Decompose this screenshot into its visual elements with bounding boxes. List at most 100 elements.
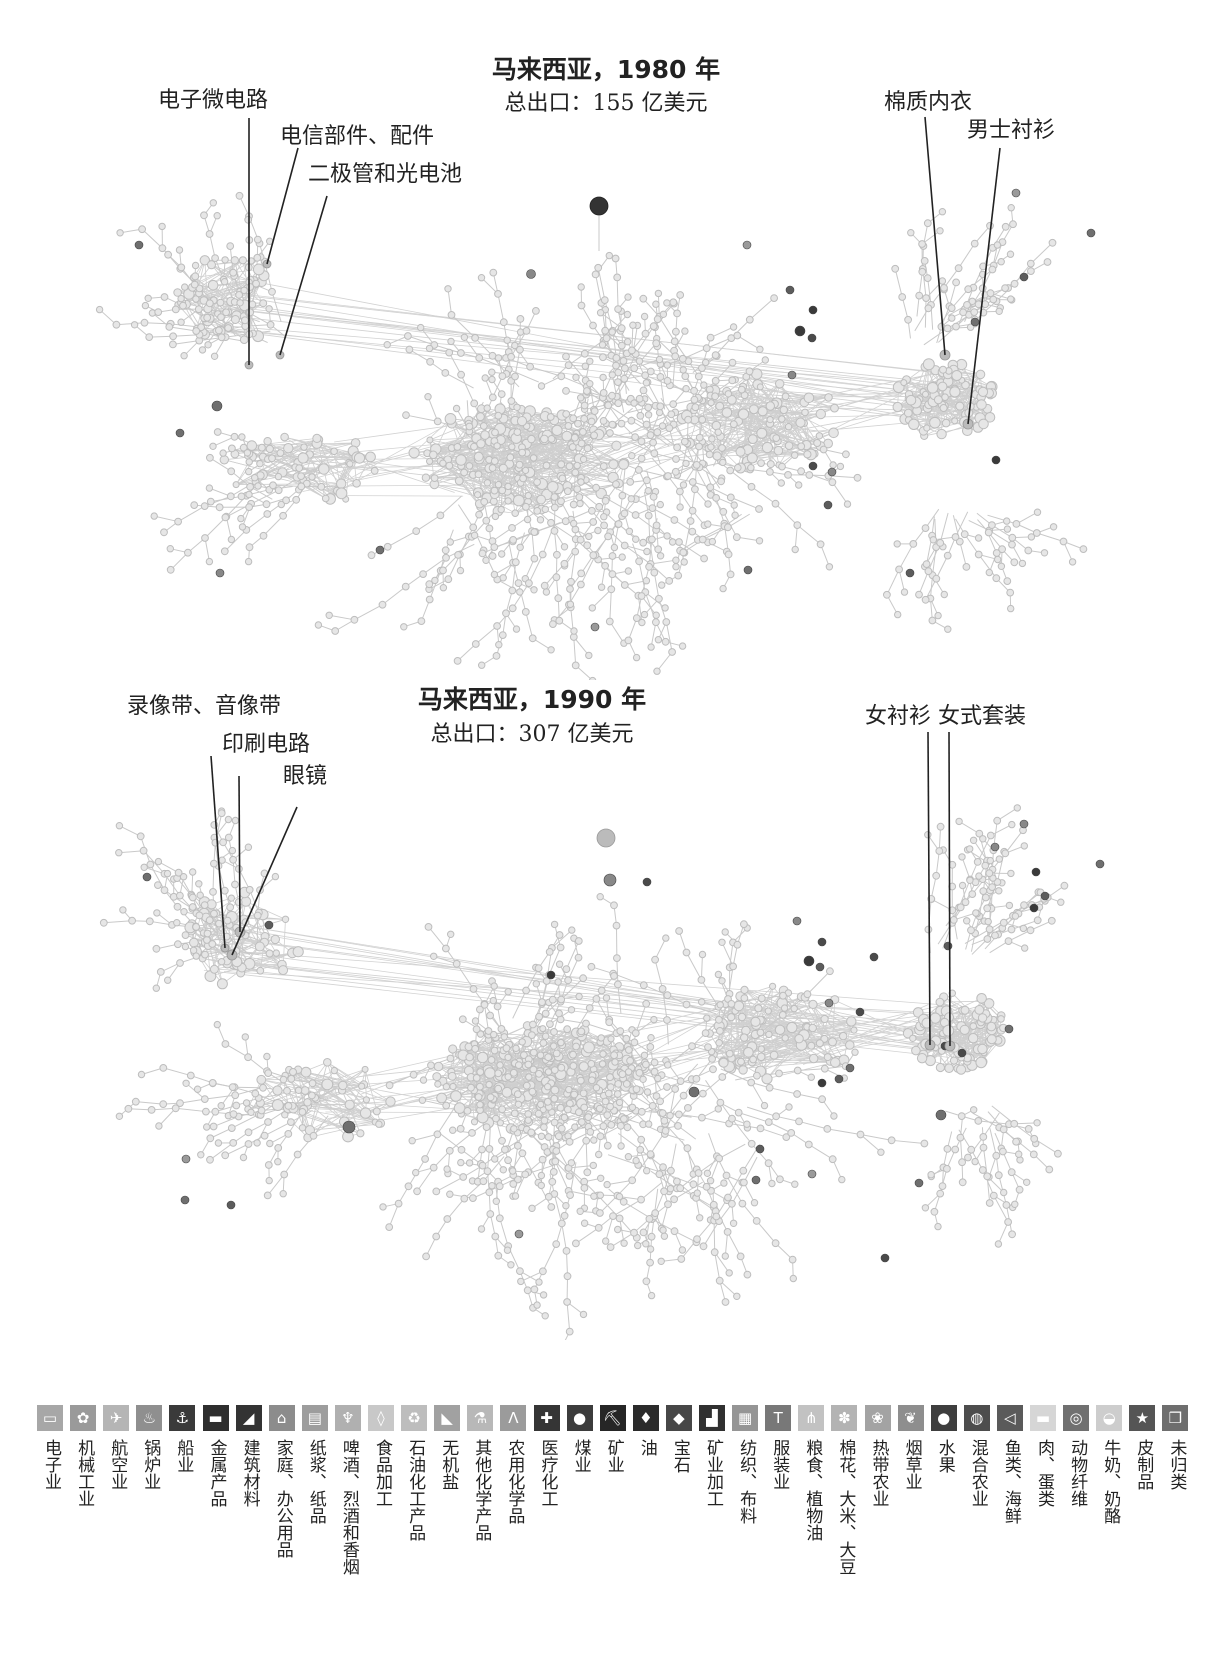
product-node xyxy=(991,931,999,940)
product-node xyxy=(152,944,161,953)
product-node xyxy=(456,1124,465,1133)
exported-product-node xyxy=(935,1109,947,1121)
product-node xyxy=(563,487,572,496)
product-node xyxy=(628,1176,637,1185)
product-node xyxy=(447,311,456,319)
product-node xyxy=(647,1034,655,1042)
product-node xyxy=(808,1023,817,1033)
product-node xyxy=(425,595,434,604)
product-node xyxy=(794,1034,804,1044)
product-node xyxy=(579,455,588,463)
product-node xyxy=(956,1133,965,1142)
product-node xyxy=(190,280,199,289)
product-node xyxy=(779,991,787,1000)
product-node xyxy=(191,261,200,270)
product-node xyxy=(954,264,963,273)
product-node xyxy=(676,503,684,511)
product-node xyxy=(465,422,474,431)
product-node xyxy=(909,540,918,548)
product-node xyxy=(152,984,161,992)
callout-label: 印刷电路 xyxy=(222,732,311,757)
product-node xyxy=(580,1219,589,1227)
product-node xyxy=(618,553,626,561)
product-node xyxy=(723,1228,732,1236)
product-node xyxy=(727,1013,736,1022)
product-node xyxy=(929,536,937,544)
product-node xyxy=(489,268,498,277)
product-node xyxy=(563,1105,572,1114)
product-node xyxy=(620,1239,628,1247)
product-node xyxy=(573,461,581,470)
product-node xyxy=(756,345,764,353)
exported-product-node xyxy=(688,1086,700,1098)
exported-product-node xyxy=(970,317,980,327)
product-node xyxy=(941,418,951,428)
product-node xyxy=(626,478,635,486)
product-node xyxy=(500,1033,508,1041)
exported-product-node xyxy=(943,941,953,951)
product-node xyxy=(489,996,497,1005)
medical-cross-icon: ✚ xyxy=(533,1405,560,1431)
legend-item: ▬ 肉、蛋类 xyxy=(1028,1405,1058,1507)
product-node xyxy=(761,441,774,454)
product-node xyxy=(176,891,184,900)
product-node xyxy=(211,1107,220,1116)
product-node xyxy=(956,903,965,912)
product-node xyxy=(560,543,569,551)
product-node xyxy=(245,543,254,552)
product-node xyxy=(421,473,431,482)
product-node xyxy=(150,512,158,520)
product-node xyxy=(577,394,585,402)
product-node xyxy=(659,1226,667,1234)
legend-item: ▤ 纸浆、纸品 xyxy=(300,1405,330,1524)
product-node xyxy=(540,1116,549,1125)
product-node xyxy=(664,472,672,480)
product-node xyxy=(209,1122,218,1131)
product-node xyxy=(898,293,907,301)
product-node xyxy=(620,581,629,589)
product-node xyxy=(583,387,591,395)
callout-label: 女衬衫 女式套装 xyxy=(865,704,1026,729)
product-node xyxy=(231,816,240,825)
product-node xyxy=(130,321,139,329)
product-node xyxy=(592,995,601,1003)
product-node xyxy=(769,982,777,990)
product-node xyxy=(580,1103,589,1112)
product-node xyxy=(601,561,609,570)
product-node xyxy=(747,1078,756,1087)
legend-label: 电子业 xyxy=(41,1439,61,1490)
product-node xyxy=(613,273,622,282)
product-node xyxy=(585,532,593,541)
product-node xyxy=(934,1222,942,1231)
product-node xyxy=(460,468,469,477)
product-node xyxy=(932,871,941,880)
product-node xyxy=(634,466,643,474)
product-node xyxy=(453,443,462,451)
product-node xyxy=(1043,258,1052,266)
product-node xyxy=(195,880,203,888)
product-node xyxy=(550,527,559,535)
product-node xyxy=(606,1243,615,1251)
product-node xyxy=(544,1192,553,1201)
product-node xyxy=(815,1039,824,1048)
product-node xyxy=(935,997,945,1007)
product-node xyxy=(930,1207,939,1216)
product-node xyxy=(560,559,569,568)
product-node xyxy=(994,1240,1003,1248)
product-node xyxy=(850,1026,858,1034)
product-node xyxy=(970,308,979,317)
product-node xyxy=(252,263,265,276)
product-node xyxy=(1004,1218,1012,1226)
product-node xyxy=(632,535,640,543)
product-node xyxy=(569,1062,578,1070)
product-node xyxy=(214,1139,223,1147)
product-node xyxy=(470,442,478,451)
product-node xyxy=(201,950,209,959)
product-node xyxy=(756,1052,766,1062)
product-node xyxy=(447,337,455,346)
product-node xyxy=(907,229,915,237)
product-node xyxy=(730,501,738,509)
legend-label: 船业 xyxy=(173,1439,194,1473)
product-node xyxy=(577,580,585,589)
legend-item: ✿ 机械工业 xyxy=(68,1405,98,1507)
